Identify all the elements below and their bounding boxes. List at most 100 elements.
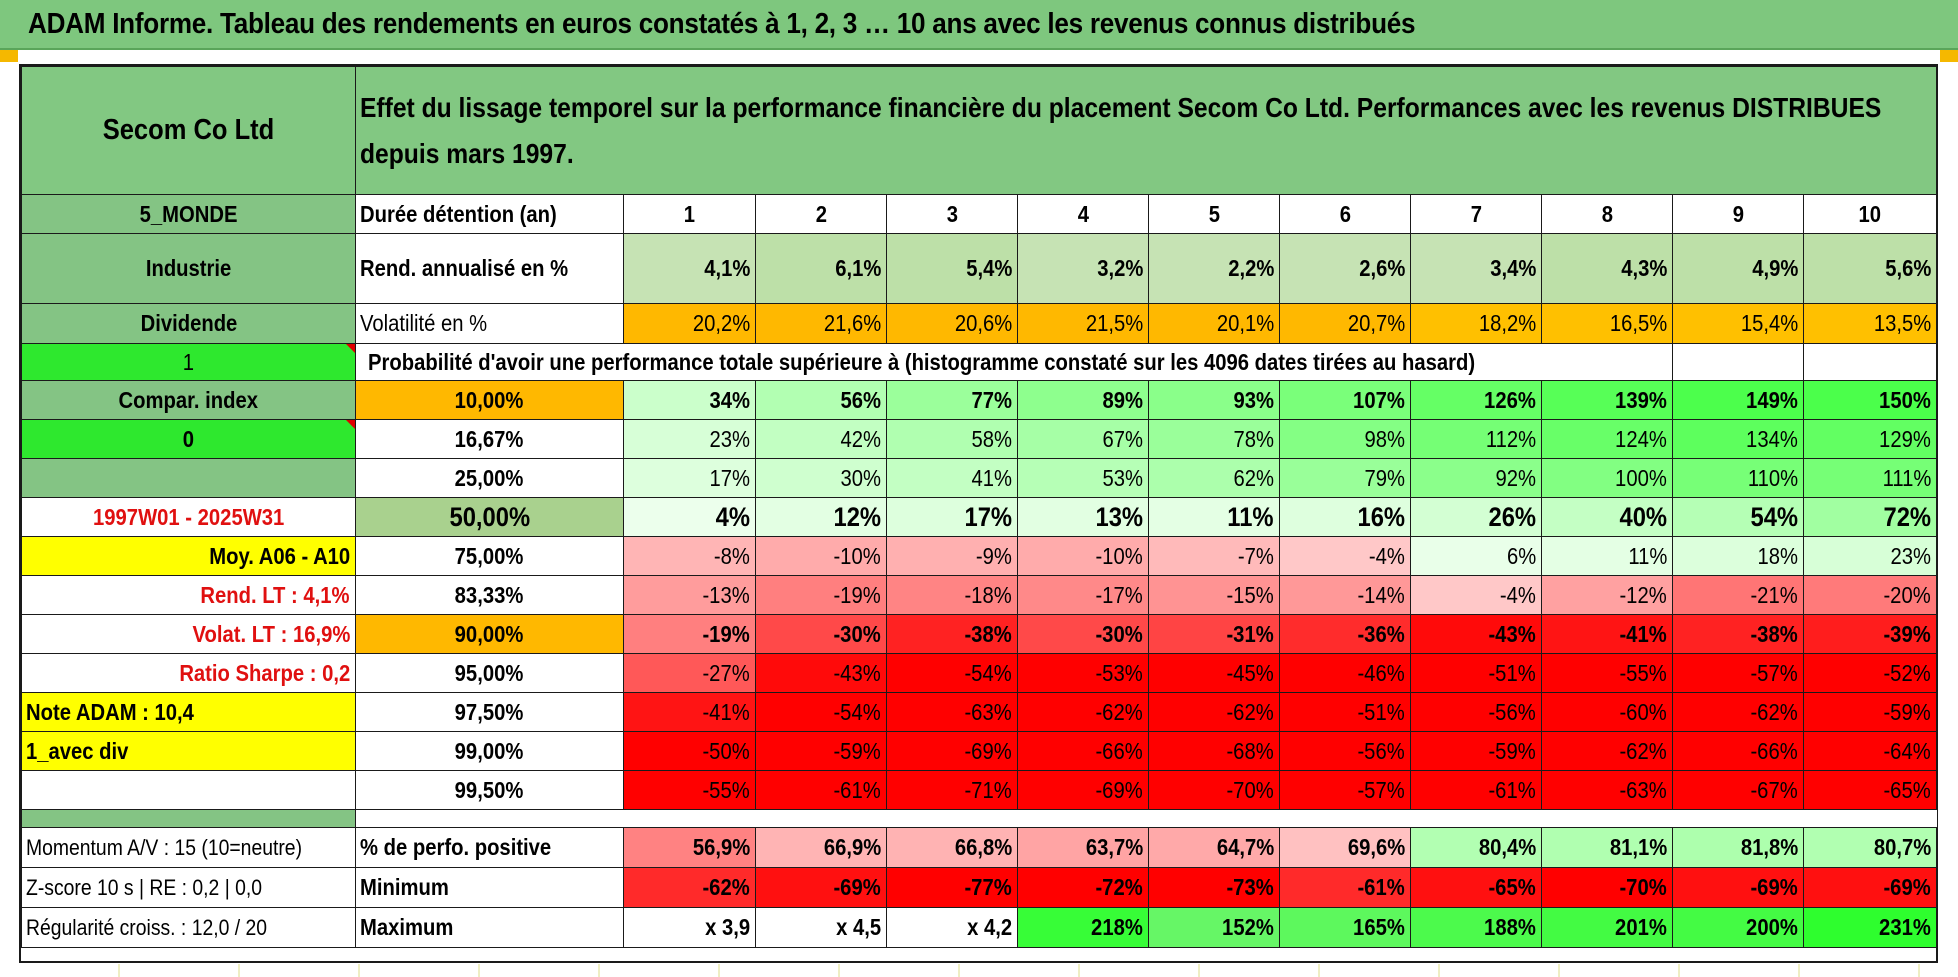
- quantile-value: 58%: [886, 419, 1018, 459]
- rend-value-4: 3,2%: [1017, 233, 1149, 304]
- maximum-value-1: x 3,9: [623, 907, 756, 948]
- quantile-value: -52%: [1802, 653, 1938, 693]
- flag-0-cell: 0: [21, 419, 356, 459]
- pct-pos-value-5: 64,7%: [1148, 827, 1280, 868]
- rend-value-1: 4,1%: [623, 233, 756, 304]
- minimum-value-5: -73%: [1148, 867, 1280, 908]
- minimum-value-10: -69%: [1802, 867, 1938, 908]
- quantile-value: -10%: [1017, 536, 1149, 576]
- quantile-value: -71%: [886, 770, 1018, 810]
- sheet-bottom-edge: [0, 964, 1958, 977]
- quantile-value: 149%: [1672, 380, 1804, 420]
- quantile-row: Volat. LT : 16,9% 90,00% -19% -30% -38% -30% -…: [21, 614, 1938, 654]
- quantile-row: Rend. LT : 4,1% 83,33% -13% -19% -18% -17% -15…: [21, 575, 1938, 615]
- quantile-value: -31%: [1148, 614, 1280, 654]
- quantile-label: 90,00%: [355, 614, 624, 654]
- quantile-value: 23%: [623, 419, 756, 459]
- duree-label: Durée détention (an): [355, 194, 624, 234]
- quantile-label: 10,00%: [355, 380, 624, 420]
- quantile-value: -10%: [755, 536, 887, 576]
- quantile-value: 98%: [1279, 419, 1411, 459]
- quantile-value: -67%: [1672, 770, 1804, 810]
- quantile-value: 77%: [886, 380, 1018, 420]
- pct-pos-value-7: 80,4%: [1410, 827, 1542, 868]
- quantile-value: -19%: [623, 614, 756, 654]
- minimum-value-6: -61%: [1279, 867, 1411, 908]
- maximum-value-9: 200%: [1672, 907, 1804, 948]
- compar-index-cell: Compar. index: [21, 380, 356, 420]
- rend-value-7: 3,4%: [1410, 233, 1542, 304]
- spacer-row: [354, 809, 1937, 828]
- quantile-value: 17%: [623, 458, 756, 498]
- year-header-10: 10: [1802, 194, 1938, 234]
- flag-1-cell: 1: [21, 343, 356, 381]
- rend-value-10: 5,6%: [1802, 233, 1938, 304]
- quantile-row: 99,50% -55% -61% -71% -69% -70% -57% -61% -63% -6…: [21, 770, 1938, 810]
- quantile-value: -62%: [1148, 692, 1280, 732]
- quantile-value: -53%: [1017, 653, 1149, 693]
- quantile-value: 12%: [755, 497, 887, 537]
- period-cell: 1997W01 - 2025W31: [21, 497, 356, 537]
- quantile-value: -46%: [1279, 653, 1411, 693]
- quantile-value: -38%: [1672, 614, 1804, 654]
- rend-lt-cell: Rend. LT : 4,1%: [21, 575, 356, 615]
- quantile-value: 16%: [1279, 497, 1411, 537]
- quantile-value: -68%: [1148, 731, 1280, 771]
- quantile-value: 72%: [1802, 497, 1938, 537]
- quantile-value: 40%: [1541, 497, 1673, 537]
- quantile-value: -64%: [1802, 731, 1938, 771]
- avec-div-cell: 1_avec div: [21, 731, 356, 771]
- quantile-value: -63%: [1541, 770, 1673, 810]
- pct-pos-value-4: 63,7%: [1017, 827, 1149, 868]
- quantile-value: 124%: [1541, 419, 1673, 459]
- quantile-value: -60%: [1541, 692, 1673, 732]
- description-cell: Effet du lissage temporel sur la perform…: [354, 66, 1938, 195]
- minimum-value-8: -70%: [1541, 867, 1673, 908]
- quantile-value: 11%: [1541, 536, 1673, 576]
- quantile-value: -61%: [755, 770, 887, 810]
- quantile-row: 25,00% 17% 30% 41% 53% 62% 79% 92% 100% 110% 111%: [21, 458, 1938, 498]
- quantile-value: 13%: [1017, 497, 1149, 537]
- report-title-bar: ADAM Informe. Tableau des rendements en …: [0, 0, 1958, 50]
- minimum-value-4: -72%: [1017, 867, 1149, 908]
- zscore-cell: Z-score 10 s | RE : 0,2 | 0,0: [21, 867, 356, 908]
- maximum-value-5: 152%: [1148, 907, 1280, 948]
- quantile-value: 18%: [1672, 536, 1804, 576]
- quantile-value: -12%: [1541, 575, 1673, 615]
- quantile-value: 41%: [886, 458, 1018, 498]
- proba-empty-2: [1802, 343, 1938, 381]
- quantile-row: Note ADAM : 10,4 97,50% -41% -54% -63% -62% -6…: [21, 692, 1938, 732]
- vol-value-4: 21,5%: [1017, 303, 1149, 344]
- moy-cell: Moy. A06 - A10: [21, 536, 356, 576]
- quantile-row: Moy. A06 - A10 75,00% -8% -10% -9% -10% -7% -4%…: [21, 536, 1938, 576]
- pct-pos-label: % de perfo. positive: [355, 827, 624, 868]
- quantile-label: 99,00%: [355, 731, 624, 771]
- year-header-7: 7: [1410, 194, 1542, 234]
- quantile-value: -19%: [755, 575, 887, 615]
- quantile-label: 95,00%: [355, 653, 624, 693]
- year-header-1: 1: [623, 194, 756, 234]
- maximum-value-2: x 4,5: [755, 907, 887, 948]
- quantile-value: 11%: [1148, 497, 1280, 537]
- rend-value-3: 5,4%: [886, 233, 1018, 304]
- quantile-value: -54%: [886, 653, 1018, 693]
- quantile-label: 75,00%: [355, 536, 624, 576]
- vol-value-9: 15,4%: [1672, 303, 1804, 344]
- momentum-cell: Momentum A/V : 15 (10=neutre): [21, 827, 356, 868]
- quantile-value: 93%: [1148, 380, 1280, 420]
- quantile-value: 26%: [1410, 497, 1542, 537]
- minimum-value-1: -62%: [623, 867, 756, 908]
- quantile-value: -59%: [755, 731, 887, 771]
- quantile-value: 100%: [1541, 458, 1673, 498]
- quantile-row: Ratio Sharpe : 0,2 95,00% -27% -43% -54% -53%…: [21, 653, 1938, 693]
- quantile-value: -21%: [1672, 575, 1804, 615]
- quantile-value: -41%: [623, 692, 756, 732]
- quantile-value: -18%: [886, 575, 1018, 615]
- quantile-value: 111%: [1802, 458, 1938, 498]
- description-line-2: depuis mars 1997.: [360, 137, 574, 169]
- quantile-value: -69%: [886, 731, 1018, 771]
- quantile-value: 53%: [1017, 458, 1149, 498]
- maximum-value-8: 201%: [1541, 907, 1673, 948]
- quantile-value: -59%: [1802, 692, 1938, 732]
- rend-value-5: 2,2%: [1148, 233, 1280, 304]
